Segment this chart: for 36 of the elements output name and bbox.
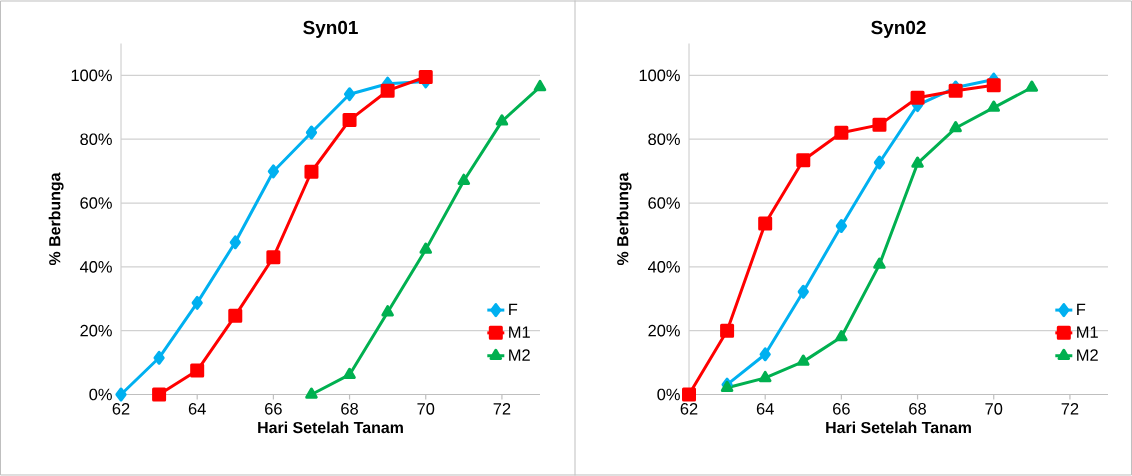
x-tick-label: 72 (1061, 403, 1079, 415)
y-tick-label: 20% (80, 324, 112, 337)
y-tick-label: 0% (89, 388, 112, 401)
y-tick-label: 60% (80, 197, 112, 209)
x-tick-label: 68 (341, 403, 358, 415)
legend-label: M1 (1077, 326, 1098, 338)
y-tick-label: 40% (647, 261, 680, 273)
x-tick-label: 62 (680, 403, 698, 415)
y-axis-title: % Berbunga (616, 172, 632, 266)
y-tick-label: 60% (648, 197, 680, 209)
x-axis-title: Hari Setelah Tanam (258, 421, 403, 434)
y-tick-label: 100% (639, 69, 680, 82)
legend-label: M2 (1077, 349, 1098, 361)
legend-label: F (509, 303, 518, 315)
chart-title: Syn01 (303, 20, 358, 38)
y-axis-title: % Berbunga (48, 172, 64, 266)
y-tick-label: 100% (71, 69, 112, 82)
x-tick-label: 70 (417, 403, 435, 415)
x-tick-label: 64 (188, 403, 206, 415)
chart-title: Syn02 (871, 20, 926, 38)
x-tick-label: 66 (833, 403, 850, 415)
y-tick-label: 0% (657, 388, 680, 401)
x-tick-label: 66 (265, 403, 282, 415)
legend-label: M1 (509, 326, 530, 338)
y-tick-label: 20% (648, 324, 680, 337)
legend-label: F (1077, 303, 1086, 315)
y-tick-label: 80% (648, 133, 680, 146)
x-tick-label: 62 (112, 403, 130, 415)
x-tick-label: 72 (493, 403, 511, 415)
x-tick-label: 68 (909, 403, 926, 415)
x-axis-title: Hari Setelah Tanam (826, 421, 971, 434)
y-tick-label: 80% (80, 133, 112, 146)
x-tick-label: 64 (756, 403, 774, 415)
y-tick-label: 40% (79, 261, 112, 273)
x-tick-label: 70 (985, 403, 1003, 415)
legend-label: M2 (509, 349, 530, 361)
